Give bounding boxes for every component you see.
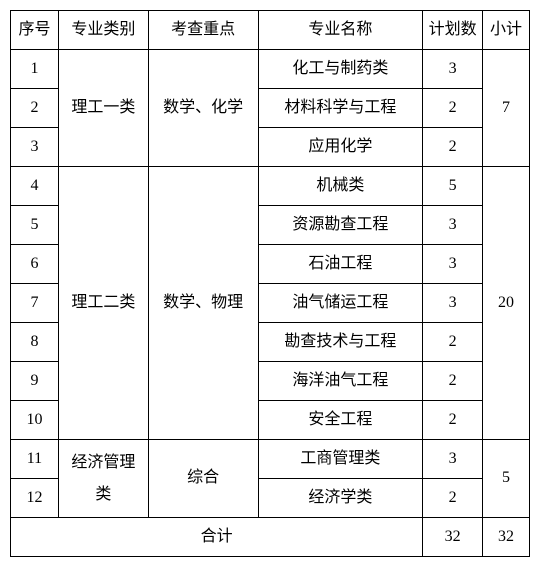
cell-seq: 6 [11,245,59,284]
cell-seq: 2 [11,89,59,128]
cell-major: 应用化学 [258,128,423,167]
table-row: 4理工二类数学、物理机械类520 [11,167,530,206]
cell-major: 机械类 [258,167,423,206]
cell-plan: 2 [423,479,483,518]
total-subtotal: 32 [483,518,530,557]
cell-major: 油气储运工程 [258,284,423,323]
cell-plan: 3 [423,50,483,89]
header-focus: 考查重点 [148,11,258,50]
cell-category: 经济管理类 [58,440,148,518]
cell-seq: 8 [11,323,59,362]
header-plan: 计划数 [423,11,483,50]
cell-seq: 7 [11,284,59,323]
cell-seq: 3 [11,128,59,167]
cell-major: 材料科学与工程 [258,89,423,128]
cell-major: 安全工程 [258,401,423,440]
cell-subtotal: 5 [483,440,530,518]
total-plan: 32 [423,518,483,557]
cell-plan: 2 [423,128,483,167]
cell-plan: 3 [423,440,483,479]
cell-seq: 9 [11,362,59,401]
total-label: 合计 [11,518,423,557]
cell-plan: 3 [423,206,483,245]
table-body: 1理工一类数学、化学化工与制药类372材料科学与工程23应用化学24理工二类数学… [11,50,530,557]
cell-seq: 12 [11,479,59,518]
cell-focus: 数学、物理 [148,167,258,440]
header-major: 专业名称 [258,11,423,50]
total-row: 合计3232 [11,518,530,557]
cell-subtotal: 7 [483,50,530,167]
cell-seq: 1 [11,50,59,89]
cell-focus: 数学、化学 [148,50,258,167]
table-row: 1理工一类数学、化学化工与制药类37 [11,50,530,89]
cell-plan: 3 [423,245,483,284]
header-category: 专业类别 [58,11,148,50]
major-plan-table: 序号 专业类别 考查重点 专业名称 计划数 小计 1理工一类数学、化学化工与制药… [10,10,530,557]
header-seq: 序号 [11,11,59,50]
cell-plan: 2 [423,323,483,362]
cell-major: 工商管理类 [258,440,423,479]
cell-plan: 5 [423,167,483,206]
cell-subtotal: 20 [483,167,530,440]
cell-seq: 4 [11,167,59,206]
cell-plan: 3 [423,284,483,323]
cell-plan: 2 [423,401,483,440]
cell-seq: 11 [11,440,59,479]
header-subtotal: 小计 [483,11,530,50]
cell-major: 化工与制药类 [258,50,423,89]
cell-category: 理工二类 [58,167,148,440]
cell-major: 经济学类 [258,479,423,518]
cell-category: 理工一类 [58,50,148,167]
cell-major: 资源勘查工程 [258,206,423,245]
cell-seq: 10 [11,401,59,440]
cell-seq: 5 [11,206,59,245]
cell-major: 石油工程 [258,245,423,284]
cell-plan: 2 [423,89,483,128]
table-row: 11经济管理类综合工商管理类35 [11,440,530,479]
cell-major: 海洋油气工程 [258,362,423,401]
cell-focus: 综合 [148,440,258,518]
table-header: 序号 专业类别 考查重点 专业名称 计划数 小计 [11,11,530,50]
cell-plan: 2 [423,362,483,401]
cell-major: 勘查技术与工程 [258,323,423,362]
